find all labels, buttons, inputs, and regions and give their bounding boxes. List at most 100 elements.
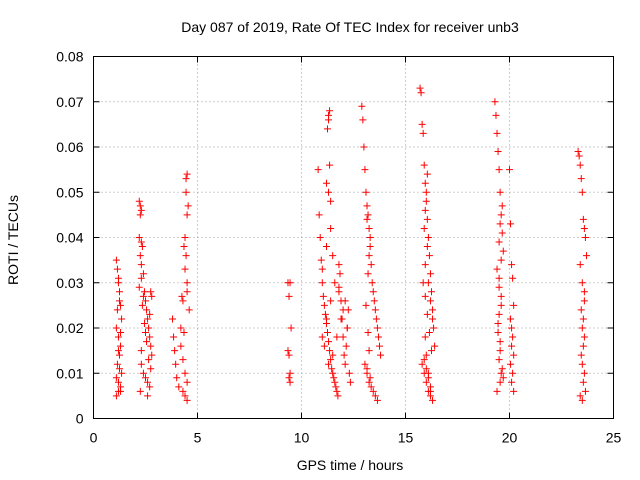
data-point [114, 347, 122, 355]
data-point [183, 378, 191, 386]
data-point [495, 274, 503, 282]
data-point [139, 369, 147, 377]
data-point [137, 274, 145, 282]
data-point [144, 392, 152, 400]
data-point [580, 297, 588, 305]
data-point [366, 234, 374, 241]
data-point [420, 224, 428, 232]
data-point [578, 279, 586, 287]
data-point [423, 215, 431, 223]
data-point [320, 301, 328, 309]
data-point [140, 319, 148, 327]
data-point [335, 283, 343, 291]
data-point [509, 369, 517, 377]
data-point [183, 170, 191, 178]
data-point [328, 365, 336, 373]
data-point [287, 324, 295, 332]
data-point [117, 383, 125, 391]
data-point [325, 360, 333, 368]
data-point [137, 360, 145, 368]
data-point [495, 166, 503, 174]
data-point [112, 392, 120, 400]
data-point [137, 238, 145, 246]
data-point [183, 279, 191, 287]
data-point [424, 234, 432, 241]
data-point [147, 365, 155, 373]
data-point [181, 392, 189, 400]
data-point [146, 310, 154, 318]
data-point [330, 374, 338, 382]
data-point [510, 301, 518, 309]
data-point [135, 283, 143, 291]
data-point [580, 369, 588, 377]
data-point [327, 297, 335, 305]
data-point [363, 215, 371, 223]
data-point [343, 324, 351, 332]
data-point [495, 283, 503, 291]
data-point [145, 324, 153, 332]
data-point [148, 292, 156, 300]
data-point [146, 383, 154, 391]
data-point [423, 243, 431, 251]
data-point [325, 188, 333, 196]
data-point [329, 351, 337, 359]
data-point [496, 338, 504, 346]
data-point [183, 288, 191, 296]
chart-title: Day 087 of 2019, Rate Of TEC Index for r… [181, 19, 519, 35]
data-point [496, 347, 504, 355]
data-point [496, 220, 504, 228]
data-point [376, 342, 383, 350]
data-point [426, 297, 434, 305]
data-point [183, 211, 191, 219]
data-point [422, 378, 430, 386]
data-point [285, 292, 293, 300]
data-point [365, 224, 373, 232]
data-point [507, 360, 515, 368]
data-point [116, 297, 123, 305]
data-point [362, 188, 370, 196]
data-point [146, 333, 154, 341]
data-point [143, 338, 151, 346]
data-point [506, 166, 513, 174]
data-point [366, 243, 374, 251]
data-point [325, 111, 333, 119]
data-point [359, 116, 367, 124]
data-point [142, 374, 149, 382]
data-point [318, 333, 326, 341]
data-point [137, 347, 145, 355]
data-point [117, 342, 125, 350]
data-point [113, 360, 121, 368]
data-point [180, 243, 188, 251]
data-point [144, 315, 152, 323]
data-point [170, 333, 178, 341]
data-point [423, 170, 431, 178]
data-point [286, 279, 294, 287]
data-point [315, 211, 323, 219]
x-axis-title: GPS time / hours [297, 457, 404, 473]
data-point [177, 342, 185, 350]
data-point [580, 333, 588, 341]
data-point [580, 224, 588, 232]
data-point [574, 148, 582, 156]
data-point [418, 360, 426, 368]
data-point [509, 274, 517, 282]
data-point [140, 288, 148, 296]
data-point [508, 378, 516, 386]
data-point [424, 369, 432, 377]
data-point [497, 369, 505, 377]
data-point [331, 279, 339, 287]
data-point [494, 319, 502, 327]
data-point [422, 188, 430, 196]
y-axis-title: ROTI / TECUs [5, 195, 21, 285]
data-point [579, 342, 587, 350]
data-point [320, 342, 328, 350]
data-point [329, 369, 337, 377]
data-point [576, 161, 584, 169]
data-point [358, 102, 366, 110]
data-point [114, 387, 122, 395]
data-point [322, 179, 330, 187]
data-point [416, 84, 424, 92]
data-point [507, 315, 515, 323]
data-point [508, 261, 516, 269]
